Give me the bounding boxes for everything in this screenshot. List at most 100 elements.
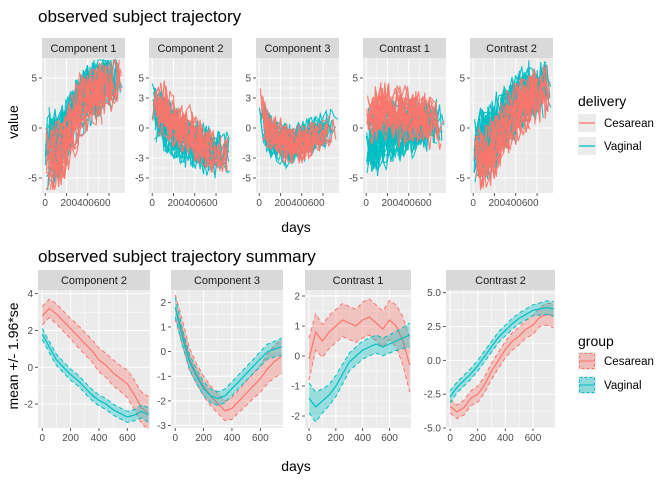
legend-label-vaginal: Vaginal xyxy=(604,380,642,392)
top-panel-3: Component 3 -5 -3 0 3 5 0 200400600 xyxy=(242,38,339,209)
top-panel-3-x-tick-label: 200400600 xyxy=(274,198,324,209)
top-legend-title: delivery xyxy=(578,93,626,109)
top-panel-4-strip-label: Contrast 1 xyxy=(379,43,430,55)
bottom-panel-2-x-tick-label: 400 xyxy=(224,433,241,444)
bottom-panel-3-x-tick-label: 400 xyxy=(354,433,371,444)
bottom-panel-1-cesarean-mean-line xyxy=(41,307,149,414)
bottom-panel-2-strip-label: Component 3 xyxy=(194,275,260,287)
top-panel-2: Component 2 -5 -3 0 3 5 0 200400600 xyxy=(135,38,232,209)
bottom-panel-3-x-tick-label: 200 xyxy=(328,433,345,444)
top-plot-title: observed subject trajectory xyxy=(38,7,242,26)
bottom-panel-4-x-tick-label: 600 xyxy=(525,433,542,444)
bottom-panel-3: Contrast 1 -2 -1 0 1 2 0 200 400 600 xyxy=(291,270,411,444)
bottom-panel-1-cesarean-upper-bound xyxy=(41,298,149,398)
bottom-panel-4-cesarean-upper-bound xyxy=(449,303,554,406)
top-panel-3-y-tick-label: 0 xyxy=(245,124,251,135)
bottom-panel-2-vaginal-upper-bound xyxy=(174,297,282,393)
bottom-panel-4-y-tick-label: -5.0 xyxy=(424,424,442,435)
bottom-panel-1-y-tick-label: 2 xyxy=(27,326,33,337)
bottom-panel-2-x-tick-label: 200 xyxy=(195,433,212,444)
bottom-panel-4-vaginal-mean-line xyxy=(449,306,554,398)
top-panel-1-x-tick-label: 0 xyxy=(42,198,48,209)
top-panel-3-y-tick-label: 5 xyxy=(245,74,251,85)
bottom-panel-3-strip xyxy=(305,270,411,290)
top-facet-panels: Component 1 -5 0 5 0 200400600 Component 2 -5 -3… xyxy=(28,38,553,209)
bottom-panel-1-y-tick-label: -2 xyxy=(24,400,33,411)
bottom-panel-2-y-tick-label: -2 xyxy=(157,396,166,407)
top-panel-2-y-tick-label: 5 xyxy=(138,74,144,85)
top-panel-3-cesarean-subject-line xyxy=(264,118,324,156)
bottom-panel-2-strip xyxy=(171,270,283,290)
bottom-panel-3-y-tick-label: 0 xyxy=(294,352,300,363)
bottom-panel-3-x-tick-label: 600 xyxy=(381,433,398,444)
top-panel-2-strip xyxy=(149,38,232,58)
top-panel-1-cesarean-subject-line xyxy=(45,87,115,191)
top-panel-3-strip xyxy=(256,38,339,58)
top-y-axis-label: value xyxy=(5,105,21,139)
top-panel-1-cesarean-subject-line xyxy=(49,68,122,191)
bottom-facet-panels: Component 2 -2 0 2 4 0 200 400 600 Component 3 -3 -… xyxy=(24,270,555,444)
top-panel-4-y-tick-label: 0 xyxy=(352,124,358,135)
top-panel-2-strip-label: Component 2 xyxy=(157,43,223,55)
bottom-panel-2-y-tick-label: -3 xyxy=(157,421,166,432)
bottom-panel-4: Contrast 2 -5.0 -2.5 0.0 2.5 5.0 0 200 400 600 xyxy=(424,270,555,444)
legend-label-cesarean: Cesarean xyxy=(604,118,654,130)
bottom-panel-2-cesarean-mean-line xyxy=(174,307,282,412)
bottom-panel-4-x-tick-label: 400 xyxy=(497,433,514,444)
bottom-panel-1-x-tick-label: 200 xyxy=(62,433,79,444)
top-panel-1-cesarean-subject-line xyxy=(46,67,120,176)
top-panel-4-cesarean-subject-line xyxy=(366,86,428,138)
top-panel-5-y-tick-label: 5 xyxy=(459,74,465,85)
bottom-y-axis-label: mean +/- 1.96*se xyxy=(5,302,21,409)
top-panel-2-x-tick-label: 0 xyxy=(149,198,155,209)
top-panel-2-x-tick-label: 200400600 xyxy=(167,198,217,209)
bottom-panel-1-y-tick-label: 4 xyxy=(27,289,33,300)
top-panel-5-x-tick-label: 0 xyxy=(470,198,476,209)
top-panel-3-cesarean-subject-line xyxy=(261,95,330,155)
top-panel-3-x-tick-label: 0 xyxy=(256,198,262,209)
bottom-panel-4-vaginal-ribbon xyxy=(450,300,554,403)
top-panel-1-y-tick-label: 0 xyxy=(31,124,37,135)
bottom-panel-3-vaginal-mean-line xyxy=(308,334,410,408)
bottom-panel-4-y-tick-label: 5.0 xyxy=(427,288,441,299)
bottom-panel-1-strip-label: Component 2 xyxy=(61,275,127,287)
top-panel-1-y-tick-label: -5 xyxy=(28,174,37,185)
bottom-panel-1: Component 2 -2 0 2 4 0 200 400 600 xyxy=(24,270,150,444)
bottom-panel-4-y-tick-label: -2.5 xyxy=(424,390,442,401)
bottom-panel-2-cesarean-ribbon xyxy=(175,294,282,421)
bottom-panel-4-cesarean-ribbon xyxy=(450,303,554,419)
top-panel-1-strip-label: Component 1 xyxy=(50,43,116,55)
top-legend: delivery Cesarean Vaginal xyxy=(578,93,654,155)
top-panel-2-y-tick-label: 3 xyxy=(138,94,144,105)
top-panel-4-y-tick-label: 5 xyxy=(352,74,358,85)
top-panel-2-cesarean-subject-line xyxy=(152,96,207,148)
top-panel-2-y-tick-label: -3 xyxy=(135,154,144,165)
bottom-panel-1-cesarean-ribbon xyxy=(42,299,149,430)
top-panel-2-y-tick-label: -5 xyxy=(135,174,144,185)
top-panel-1-y-tick-label: 5 xyxy=(31,74,37,85)
bottom-panel-1-x-tick-label: 0 xyxy=(39,433,45,444)
bottom-panel-3-strip-label: Contrast 1 xyxy=(333,275,384,287)
bottom-panel-1-vaginal-mean-line xyxy=(41,333,149,418)
top-panel-5-cesarean-subject-line xyxy=(476,79,536,189)
bottom-plot-title: observed subject trajectory summary xyxy=(38,247,316,266)
top-panel-3-y-tick-label: -3 xyxy=(242,154,251,165)
top-panel-5-y-tick-label: 0 xyxy=(459,124,465,135)
top-panel-3-strip-label: Component 3 xyxy=(264,43,330,55)
top-panel-4-strip xyxy=(363,38,446,58)
bottom-panel-3-cesarean-upper-bound xyxy=(308,298,411,339)
bottom-panel-2-y-tick-label: 1 xyxy=(160,322,166,333)
bottom-panel-2: Component 3 -3 -2 -1 0 1 2 0 200 400 600 xyxy=(157,270,283,444)
top-panel-1: Component 1 -5 0 5 0 200400600 xyxy=(28,38,125,209)
top-panel-5-cesarean-subject-line xyxy=(475,76,539,170)
top-panel-5: Contrast 2 -5 0 5 0 200400600 xyxy=(456,38,553,209)
top-panel-3-y-tick-label: 3 xyxy=(245,94,251,105)
bottom-panel-3-cesarean-lower-bound xyxy=(308,334,411,393)
bottom-panel-2-y-tick-label: 0 xyxy=(160,347,166,358)
bottom-panel-2-cesarean-upper-bound xyxy=(174,294,282,402)
bottom-panel-3-x-tick-label: 0 xyxy=(306,433,312,444)
top-panel-5-strip xyxy=(470,38,553,58)
bottom-panel-3-cesarean-mean-line xyxy=(308,316,411,366)
bottom-panel-1-cesarean-lower-bound xyxy=(41,316,149,431)
